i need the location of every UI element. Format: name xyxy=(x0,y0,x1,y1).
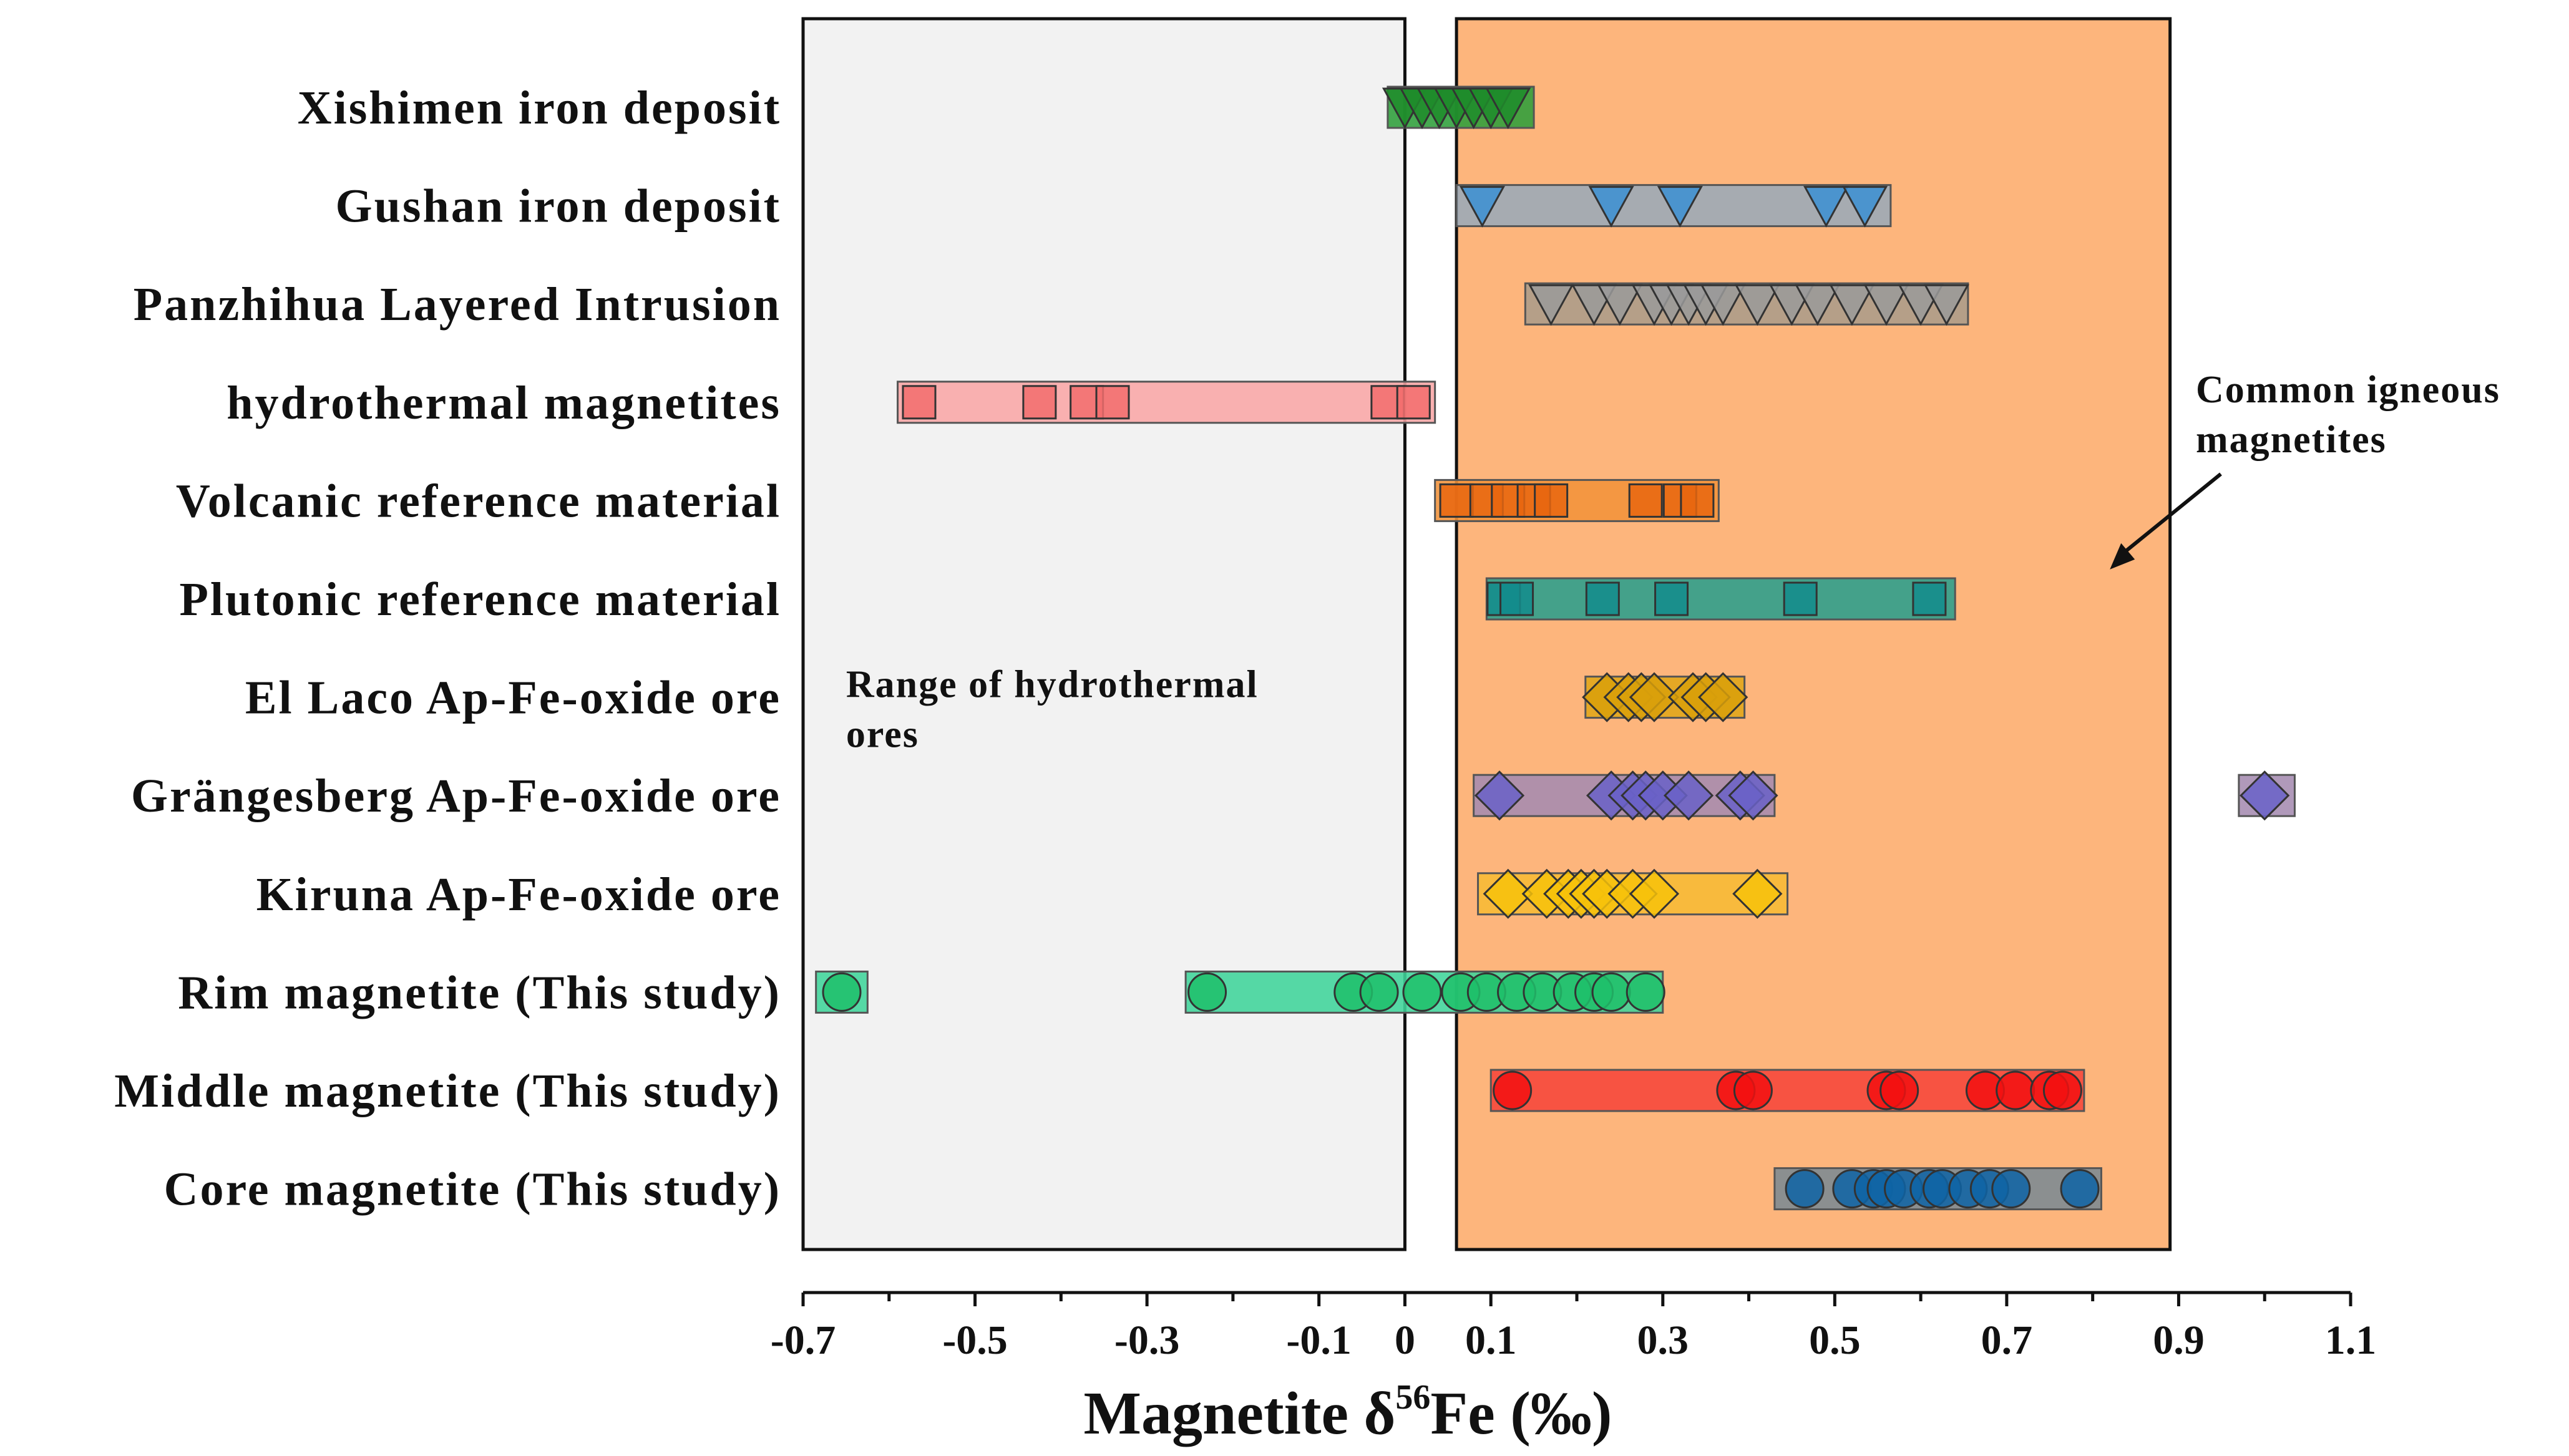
annotation-common-igneous-magnetites: Common igneous magnetites xyxy=(2196,369,2500,461)
point-plutonic-reference-material-4 xyxy=(1783,581,1818,616)
category-label-volcanic-reference-material: Volcanic reference material xyxy=(176,475,781,527)
point-el-laco-ap-fe-oxide-ore-6 xyxy=(1698,672,1748,722)
point-rim-magnetite-this-study-1 xyxy=(1187,972,1227,1012)
category-label-gushan-iron-deposit: Gushan iron deposit xyxy=(335,180,781,233)
point-panzhihua-layered-intrusion-2 xyxy=(1597,284,1643,326)
annotation-arrow-line xyxy=(2117,472,2222,559)
annotation-range-of-hydrothermal-ores: Range of hydrothermal ores xyxy=(846,664,1259,756)
point-plutonic-reference-material-3 xyxy=(1654,581,1689,616)
x-axis-title: Magnetite δ56Fe (‰) xyxy=(1084,1378,1612,1447)
point-volcanic-reference-material-0 xyxy=(1439,483,1474,518)
category-label-panzhihua-layered-intrusion: Panzhihua Layered Intrusion xyxy=(134,278,781,331)
point-middle-magnetite-this-study-8 xyxy=(2042,1070,2082,1110)
point-volcanic-reference-material-5 xyxy=(1628,483,1663,518)
x-tick-label-0: -0.7 xyxy=(771,1318,836,1363)
point-gr-ngesberg-ap-fe-oxide-ore-0 xyxy=(1474,770,1525,821)
point-hydrothermal-magnetites-5 xyxy=(1396,385,1431,420)
point-gushan-iron-deposit-4 xyxy=(1842,186,1888,228)
point-panzhihua-layered-intrusion-10 xyxy=(1795,284,1841,326)
point-gushan-iron-deposit-1 xyxy=(1588,186,1634,228)
annotation-arrow-head xyxy=(2110,543,2135,570)
x-tick-label-7: 0.5 xyxy=(1809,1318,1861,1363)
category-labels: Xishimen iron deposit Gushan iron deposit… xyxy=(114,82,782,1216)
x-tick-label-2: -0.3 xyxy=(1114,1318,1179,1363)
point-core-magnetite-this-study-0 xyxy=(1785,1169,1825,1209)
region-range-of-hydrothermal-ores xyxy=(801,17,1406,1251)
point-rim-magnetite-this-study-4 xyxy=(1402,972,1442,1012)
point-plutonic-reference-material-5 xyxy=(1912,581,1947,616)
point-middle-magnetite-this-study-6 xyxy=(1996,1070,2035,1110)
point-middle-magnetite-this-study-0 xyxy=(1493,1070,1533,1110)
point-panzhihua-layered-intrusion-8 xyxy=(1734,284,1780,326)
x-tick-label-8: 0.7 xyxy=(1981,1318,2033,1363)
point-hydrothermal-magnetites-3 xyxy=(1095,385,1130,420)
x-tick-label-4: 0 xyxy=(1395,1318,1415,1363)
x-tick-label-1: -0.5 xyxy=(942,1318,1007,1363)
point-gr-ngesberg-ap-fe-oxide-ore-7 xyxy=(1728,770,1778,821)
x-axis: -0.7 -0.5 -0.3 -0.1 0 0.1 0.3 0.5 0.7 0.9 1.1 xyxy=(771,1291,2377,1363)
point-rim-magnetite-this-study-3 xyxy=(1359,972,1399,1012)
x-axis-title-suffix: Fe (‰) xyxy=(1430,1380,1612,1447)
point-gushan-iron-deposit-0 xyxy=(1459,186,1505,228)
category-label-middle-magnetite-this-study: Middle magnetite (This study) xyxy=(114,1065,781,1117)
point-hydrothermal-magnetites-1 xyxy=(1022,385,1057,420)
category-label-hydrothermal-magnetites: hydrothermal magnetites xyxy=(227,377,781,429)
range-bar-hydrothermal-magnetites-0 xyxy=(897,381,1436,424)
category-label-kiruna-ap-fe-oxide-ore: Kiruna Ap-Fe-oxide ore xyxy=(256,868,781,921)
x-tick-label-5: 0.1 xyxy=(1465,1318,1517,1363)
category-label-el-laco-ap-fe-oxide-ore: El Laco Ap-Fe-oxide ore xyxy=(245,672,781,724)
point-middle-magnetite-this-study-4 xyxy=(1879,1070,1919,1110)
point-core-magnetite-this-study-10 xyxy=(2060,1169,2100,1209)
annotations-layer: Range of hydrothermal ores Common igneous m… xyxy=(846,369,2500,756)
x-tick-label-9: 0.9 xyxy=(2153,1318,2205,1363)
point-gr-ngesberg-ap-fe-oxide-ore-8 xyxy=(2240,770,2290,821)
point-plutonic-reference-material-2 xyxy=(1585,581,1620,616)
point-core-magnetite-this-study-9 xyxy=(1991,1169,2031,1209)
x-tick-label-6: 0.3 xyxy=(1637,1318,1689,1363)
point-volcanic-reference-material-4 xyxy=(1534,483,1569,518)
point-gushan-iron-deposit-2 xyxy=(1657,186,1703,228)
point-middle-magnetite-this-study-2 xyxy=(1733,1070,1773,1110)
category-label-core-magnetite-this-study: Core magnetite (This study) xyxy=(164,1163,781,1216)
markers-layer xyxy=(822,87,2290,1209)
point-panzhihua-layered-intrusion-7 xyxy=(1700,284,1746,326)
x-tick-label-3: -0.1 xyxy=(1286,1318,1351,1363)
point-kiruna-ap-fe-oxide-ore-8 xyxy=(1732,868,1783,919)
point-el-laco-ap-fe-oxide-ore-3 xyxy=(1629,672,1680,722)
point-panzhihua-layered-intrusion-0 xyxy=(1528,284,1574,326)
point-plutonic-reference-material-1 xyxy=(1499,581,1534,616)
x-tick-label-10: 1.1 xyxy=(2325,1318,2377,1363)
point-panzhihua-layered-intrusion-14 xyxy=(1923,284,1969,326)
point-hydrothermal-magnetites-0 xyxy=(902,385,937,420)
category-label-xishimen-iron-deposit: Xishimen iron deposit xyxy=(298,82,781,134)
point-panzhihua-layered-intrusion-11 xyxy=(1829,284,1875,326)
point-kiruna-ap-fe-oxide-ore-7 xyxy=(1629,868,1680,919)
point-rim-magnetite-this-study-11 xyxy=(1591,972,1631,1012)
point-gr-ngesberg-ap-fe-oxide-ore-5 xyxy=(1663,770,1714,821)
point-xishimen-iron-deposit-6 xyxy=(1485,87,1531,130)
point-volcanic-reference-material-7 xyxy=(1680,483,1715,518)
point-rim-magnetite-this-study-0 xyxy=(822,972,862,1012)
point-panzhihua-layered-intrusion-12 xyxy=(1863,284,1909,326)
range-bar-plutonic-reference-material-0 xyxy=(1485,577,1956,621)
category-label-rim-magnetite-this-study: Rim magnetite (This study) xyxy=(178,966,781,1019)
x-axis-title-superscript: 56 xyxy=(1395,1378,1430,1417)
category-label-plutonic-reference-material: Plutonic reference material xyxy=(180,573,782,626)
point-rim-magnetite-this-study-12 xyxy=(1626,972,1665,1012)
point-gushan-iron-deposit-3 xyxy=(1803,186,1850,228)
x-axis-title-main: Magnetite δ xyxy=(1084,1380,1396,1447)
point-kiruna-ap-fe-oxide-ore-0 xyxy=(1483,868,1533,919)
category-label-gr-ngesberg-ap-fe-oxide-ore: Grängesberg Ap-Fe-oxide ore xyxy=(131,770,781,822)
